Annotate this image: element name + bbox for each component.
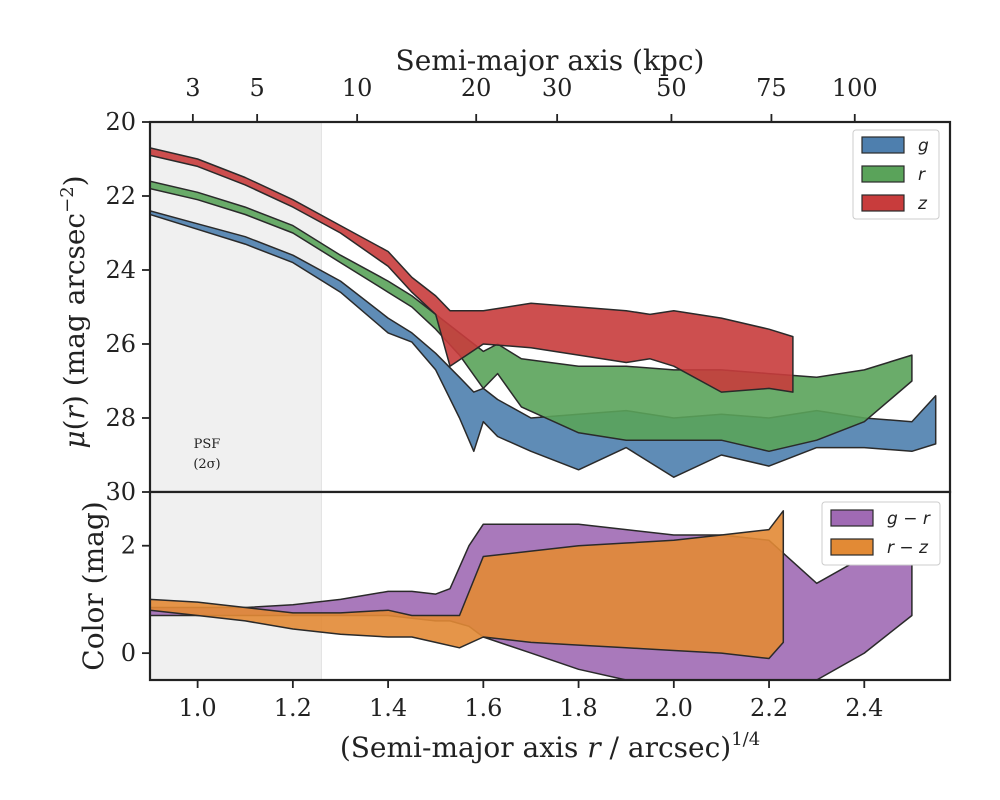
bottom-y-tick-label: 0 bbox=[121, 639, 136, 667]
psf-shaded-region bbox=[150, 122, 322, 492]
bottom-x-tick-label: 1.0 bbox=[179, 694, 217, 722]
top-y-tick-label: 20 bbox=[105, 108, 136, 136]
top-x-tick-label: 100 bbox=[832, 74, 878, 102]
top-series-bands bbox=[150, 147, 937, 478]
top-y-tick-label: 24 bbox=[105, 256, 136, 284]
bottom-series-bands bbox=[150, 510, 913, 680]
top-legend-label: z bbox=[917, 194, 928, 214]
bottom-x-tick-label: 1.8 bbox=[559, 694, 597, 722]
bottom-legend-swatch bbox=[830, 509, 874, 527]
bottom-panel: 02 1.0 1.2 1.4 1.6 1.8 2.0 2.2 2.4 Color (mag) … bbox=[77, 490, 952, 764]
bottom-y-ticks: 02 bbox=[121, 532, 150, 667]
bottom-x-tick-label: 1.4 bbox=[369, 694, 407, 722]
bottom-legend-label: g − r bbox=[887, 509, 931, 529]
top-x-tick-label: 30 bbox=[542, 74, 573, 102]
top-y-tick-label: 28 bbox=[105, 404, 136, 432]
top-x-tick-label: 75 bbox=[756, 74, 787, 102]
bottom-x-tick-label: 2.2 bbox=[750, 694, 788, 722]
bottom-x-tick-label: 1.6 bbox=[464, 694, 502, 722]
series-band-top-z bbox=[150, 147, 794, 393]
bottom-x-ticks: 1.0 1.2 1.4 1.6 1.8 2.0 2.2 2.4 bbox=[179, 680, 883, 722]
top-legend-swatch bbox=[861, 136, 905, 154]
top-legend-swatch bbox=[861, 165, 905, 183]
top-x-tick-label: 10 bbox=[342, 74, 373, 102]
series-band-top-g bbox=[150, 210, 937, 478]
top-x-tick-label: 5 bbox=[250, 74, 265, 102]
bottom-y-axis-title: Color (mag) bbox=[77, 501, 110, 670]
top-x-tick-label: 50 bbox=[656, 74, 687, 102]
top-legend-label: g bbox=[918, 136, 929, 156]
top-legend-label: r bbox=[918, 165, 926, 185]
top-y-tick-label: 30 bbox=[105, 478, 136, 506]
bottom-legend-swatch bbox=[830, 538, 874, 556]
series-band-bottom-rz bbox=[150, 510, 785, 660]
bottom-x-tick-label: 2.0 bbox=[655, 694, 693, 722]
top-y-tick-label: 22 bbox=[105, 182, 136, 210]
psf-shaded-region-bottom bbox=[150, 492, 322, 680]
top-x-tick-label: 20 bbox=[461, 74, 492, 102]
bottom-legend: g − r r − z bbox=[821, 501, 941, 566]
top-y-ticks: 20 22 24 26 28 30 bbox=[105, 108, 150, 506]
bottom-x-tick-label: 2.4 bbox=[845, 694, 883, 722]
top-legend: grz bbox=[852, 129, 940, 220]
top-y-tick-label: 26 bbox=[105, 330, 136, 358]
bottom-legend-label: r − z bbox=[887, 538, 929, 558]
top-x-axis-title: Semi-major axis (kpc) bbox=[396, 44, 705, 77]
top-secondary-x-ticks: 3 5 10 20 30 50 75 100 bbox=[185, 74, 878, 122]
bottom-y-tick-label: 2 bbox=[121, 532, 136, 560]
top-legend-swatch bbox=[861, 194, 905, 212]
bottom-panel-frame bbox=[148, 490, 952, 682]
top-y-axis-title: μ(r) (mag arcsec−2) bbox=[57, 175, 91, 448]
bottom-x-tick-label: 1.2 bbox=[274, 694, 312, 722]
psf-label-line1: PSF bbox=[194, 437, 221, 452]
psf-label-line2: (2σ) bbox=[193, 457, 220, 472]
top-x-tick-label: 3 bbox=[185, 74, 200, 102]
top-panel: PSF (2σ) 20 22 24 26 28 30 3 5 10 20 30 50 75 100 Se… bbox=[57, 44, 952, 506]
bottom-x-axis-title: (Semi-major axis r / arcsec)1/4 bbox=[340, 729, 760, 764]
